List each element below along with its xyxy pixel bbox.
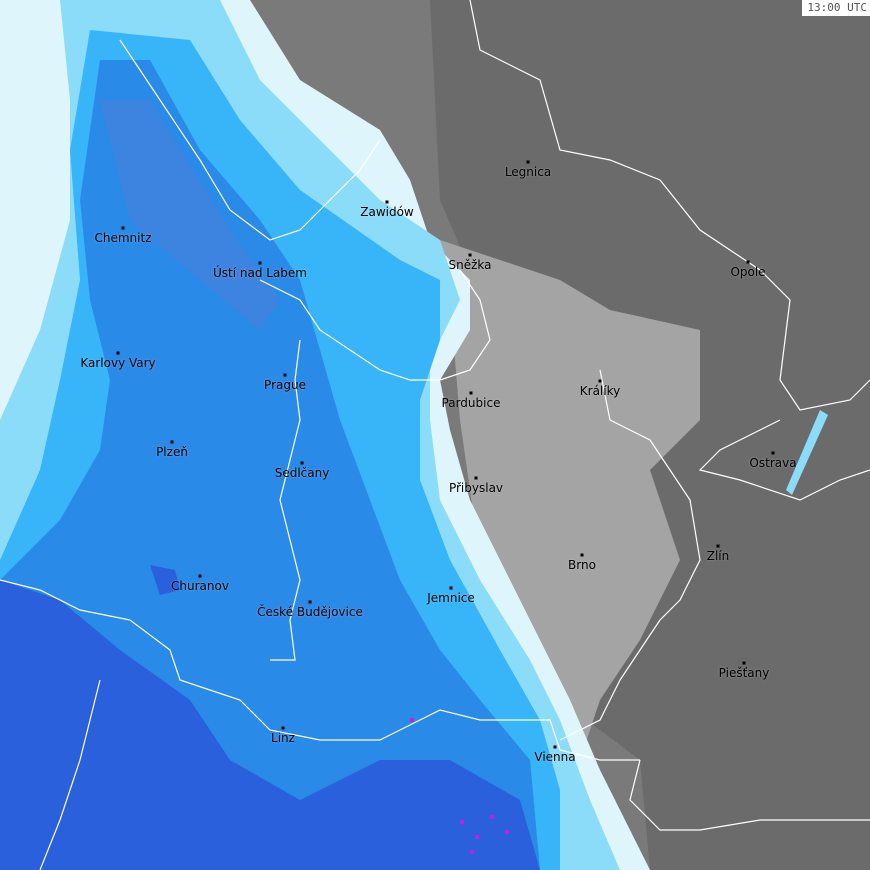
city-marker-icon — [116, 351, 120, 355]
city-label: Ústí nad Labem — [212, 266, 308, 280]
very-heavy-precip-spot — [150, 565, 180, 595]
city-label: Brno — [568, 558, 596, 572]
city-marker-icon — [469, 391, 473, 395]
city-label: Karlovy Vary — [80, 356, 156, 370]
city-label: Jemnice — [427, 591, 475, 605]
city-label: Sedlčany — [274, 466, 330, 480]
city-label: Zlín — [706, 549, 730, 563]
city-label: Ostrava — [749, 456, 797, 470]
city-label: Přibyslav — [448, 481, 504, 495]
light-gray-band — [440, 240, 700, 870]
city-marker-icon — [474, 476, 478, 480]
city-marker-icon — [198, 574, 202, 578]
city-marker-icon — [121, 226, 125, 230]
city-label: Králíky — [579, 384, 621, 398]
city-label: Linz — [271, 731, 295, 745]
city-label: České Budějovice — [257, 605, 363, 619]
city-marker-icon — [716, 544, 720, 548]
city-marker-icon — [449, 586, 453, 590]
city-label: Chemnitz — [94, 231, 152, 245]
city-label: Piešťany — [718, 666, 770, 680]
city-label: Pardubice — [441, 396, 501, 410]
city-label: Opole — [730, 265, 766, 279]
timestamp-label: 13:00 UTC — [802, 0, 870, 16]
city-marker-icon — [258, 261, 262, 265]
city-marker-icon — [170, 440, 174, 444]
city-marker-icon — [598, 379, 602, 383]
extreme-precip-cells — [410, 718, 509, 854]
city-marker-icon — [553, 745, 557, 749]
city-marker-icon — [468, 253, 472, 257]
city-marker-icon — [308, 600, 312, 604]
city-label: Sněžka — [448, 258, 492, 272]
city-marker-icon — [300, 461, 304, 465]
city-marker-icon — [746, 260, 750, 264]
ostrava-streak — [786, 410, 828, 495]
city-label: Legnica — [504, 165, 552, 179]
city-marker-icon — [281, 726, 285, 730]
city-label: Churanov — [171, 579, 229, 593]
city-marker-icon — [771, 451, 775, 455]
heavy-precip-band — [100, 100, 280, 330]
city-label: Vienna — [534, 750, 576, 764]
city-marker-icon — [526, 160, 530, 164]
city-marker-icon — [283, 373, 287, 377]
city-label: Zawidów — [360, 205, 414, 219]
city-marker-icon — [742, 661, 746, 665]
city-label: Prague — [264, 378, 306, 392]
very-heavy-precip — [0, 580, 540, 870]
city-label: Plzeň — [156, 445, 188, 459]
city-marker-icon — [385, 200, 389, 204]
city-marker-icon — [580, 553, 584, 557]
